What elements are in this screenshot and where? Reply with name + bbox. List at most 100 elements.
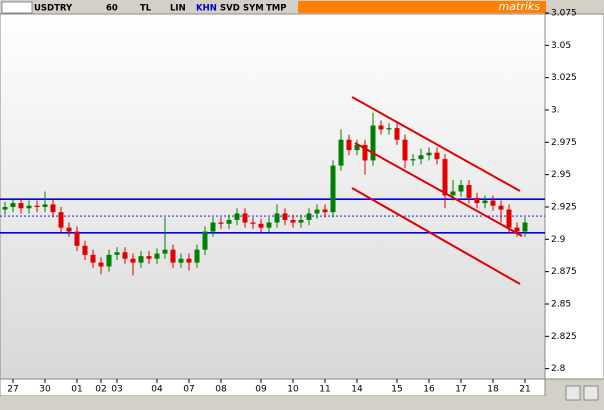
candle-body	[306, 213, 312, 220]
candle-body	[74, 231, 80, 246]
x-tick-label: 27	[7, 385, 18, 395]
x-tick-label: 16	[423, 385, 435, 395]
candle-body	[298, 219, 304, 223]
candle-body	[50, 204, 56, 213]
scale[interactable]: LIN	[170, 4, 186, 14]
candle-body	[514, 227, 520, 232]
period[interactable]: 60	[106, 4, 118, 14]
refresh-button[interactable]	[565, 385, 581, 401]
candle-body	[90, 254, 96, 263]
candle-body	[210, 222, 216, 232]
y-tick-label: 2.8	[551, 364, 566, 374]
candle-body	[394, 128, 400, 140]
candle-body	[330, 165, 336, 213]
candle-body	[282, 213, 288, 220]
x-tick-label: 07	[183, 385, 194, 395]
candle-body	[370, 125, 376, 161]
candle-body	[194, 249, 200, 263]
candle-body	[202, 231, 208, 250]
x-tick-label: 11	[319, 385, 330, 395]
candle-body	[410, 159, 416, 161]
candle-body	[362, 144, 368, 161]
candle-body	[66, 227, 72, 232]
y-tick-label: 2.825	[551, 332, 577, 342]
candle-body	[290, 219, 296, 223]
candle-body	[386, 128, 392, 130]
brand-bar	[298, 1, 546, 13]
x-tick-label: 08	[215, 385, 227, 395]
zoom-button[interactable]	[583, 385, 599, 401]
plot-area	[0, 13, 546, 380]
candle-body	[34, 205, 40, 207]
candle-body	[58, 212, 64, 228]
candle-body	[322, 209, 328, 213]
candle-body	[522, 222, 528, 232]
candle-body	[234, 213, 240, 220]
trend-line	[351, 96, 521, 192]
x-tick-label: 21	[519, 385, 530, 395]
y-tick-label: 3.	[551, 105, 560, 115]
trend-line	[351, 187, 521, 285]
candle-body	[418, 155, 424, 160]
toolbar-button[interactable]: SYM	[243, 4, 264, 14]
candle-body	[378, 125, 384, 130]
y-axis-panel	[544, 13, 604, 380]
candle-body	[122, 252, 128, 259]
candle-body	[154, 253, 160, 259]
x-tick-label: 10	[287, 385, 299, 395]
candle-body	[2, 206, 8, 210]
candle-body	[42, 204, 48, 207]
symbol[interactable]: USDTRY	[34, 4, 73, 14]
candle-body	[434, 152, 440, 160]
x-tick-label: 03	[111, 385, 122, 395]
candle-body	[106, 254, 112, 267]
y-tick-label: 2.95	[551, 170, 571, 180]
x-tick-label: 17	[455, 385, 466, 395]
candle-body	[26, 205, 32, 209]
x-tick-label: 04	[151, 385, 163, 395]
candle-body	[10, 203, 16, 207]
candle-body	[250, 222, 256, 224]
candle-body	[82, 245, 88, 255]
candle-body	[498, 205, 504, 210]
scrollbar[interactable]	[0, 396, 545, 406]
currency[interactable]: TL	[140, 4, 152, 14]
candle-body	[354, 144, 360, 151]
candle-body	[314, 209, 320, 214]
x-tick-label: 01	[71, 385, 82, 395]
candle-body	[130, 258, 136, 263]
y-tick-label: 3.075	[551, 9, 577, 19]
candle-body	[138, 256, 144, 263]
candle-body	[170, 249, 176, 263]
candle-body	[18, 203, 24, 209]
trend-line	[354, 142, 523, 237]
x-tick-label: 09	[255, 385, 267, 395]
y-tick-label: 3.05	[551, 41, 571, 51]
candle-body	[474, 197, 480, 204]
candle-body	[178, 258, 184, 263]
candle-body	[458, 185, 464, 192]
candle-body	[114, 252, 120, 255]
candle-body	[346, 139, 352, 151]
candle-body	[506, 209, 512, 228]
candle-body	[98, 262, 104, 267]
candle-body	[426, 152, 432, 156]
candle-body	[218, 222, 224, 224]
toolbar-button[interactable]: TMP	[266, 4, 287, 14]
menu-icon[interactable]	[1, 1, 33, 14]
candle-body	[162, 249, 168, 254]
x-tick-label: 02	[95, 385, 106, 395]
candle-body	[186, 258, 192, 263]
candle-body	[338, 139, 344, 166]
brand: matriks	[499, 0, 541, 13]
x-tick-label: 15	[391, 385, 402, 395]
candle-body	[482, 200, 488, 204]
candle-body	[466, 185, 472, 198]
y-tick-label: 2.875	[551, 267, 577, 277]
candle-body	[402, 139, 408, 161]
toolbar-button[interactable]: SVD	[220, 4, 240, 14]
x-tick-label: 14	[351, 385, 363, 395]
toolbar-button[interactable]: KHN	[196, 4, 217, 14]
